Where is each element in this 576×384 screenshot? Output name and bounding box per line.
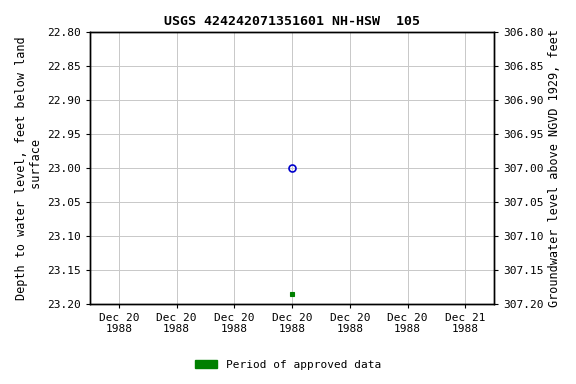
Legend: Period of approved data: Period of approved data	[191, 356, 385, 375]
Y-axis label: Depth to water level, feet below land
 surface: Depth to water level, feet below land su…	[15, 36, 43, 300]
Title: USGS 424242071351601 NH-HSW  105: USGS 424242071351601 NH-HSW 105	[164, 15, 420, 28]
Y-axis label: Groundwater level above NGVD 1929, feet: Groundwater level above NGVD 1929, feet	[548, 29, 561, 307]
